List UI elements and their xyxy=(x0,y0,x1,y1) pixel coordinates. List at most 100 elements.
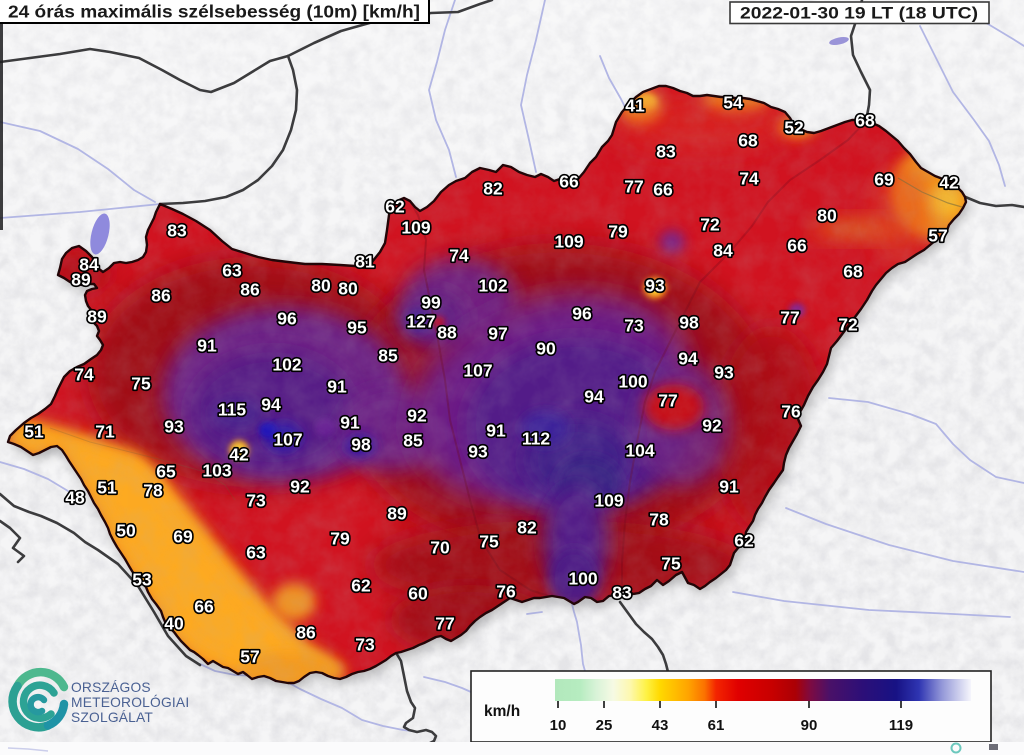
svg-text:62: 62 xyxy=(385,197,405,217)
svg-text:69: 69 xyxy=(173,527,193,547)
svg-text:73: 73 xyxy=(355,635,375,655)
svg-text:75: 75 xyxy=(479,532,499,552)
svg-text:99: 99 xyxy=(421,293,441,313)
svg-text:107: 107 xyxy=(273,430,302,450)
svg-text:63: 63 xyxy=(222,261,242,281)
svg-text:83: 83 xyxy=(612,583,632,603)
svg-text:75: 75 xyxy=(661,554,681,574)
svg-text:109: 109 xyxy=(401,218,430,238)
svg-text:61: 61 xyxy=(708,717,725,734)
svg-text:95: 95 xyxy=(347,318,367,338)
svg-text:41: 41 xyxy=(625,96,645,116)
svg-text:51: 51 xyxy=(97,478,117,498)
svg-text:100: 100 xyxy=(568,569,597,589)
svg-text:82: 82 xyxy=(517,518,537,538)
svg-text:2022-01-30 19 LT (18 UTC): 2022-01-30 19 LT (18 UTC) xyxy=(740,4,978,23)
svg-text:88: 88 xyxy=(437,323,457,343)
svg-text:86: 86 xyxy=(296,623,316,643)
svg-text:92: 92 xyxy=(407,406,427,426)
svg-text:54: 54 xyxy=(723,93,743,113)
svg-text:86: 86 xyxy=(151,286,171,306)
svg-text:89: 89 xyxy=(87,307,107,327)
svg-text:62: 62 xyxy=(734,531,754,551)
svg-text:79: 79 xyxy=(608,222,628,242)
svg-text:79: 79 xyxy=(330,529,350,549)
svg-text:57: 57 xyxy=(240,647,259,667)
svg-text:72: 72 xyxy=(700,215,720,235)
svg-text:77: 77 xyxy=(780,308,799,328)
svg-text:68: 68 xyxy=(843,262,863,282)
svg-text:92: 92 xyxy=(702,416,722,436)
svg-text:62: 62 xyxy=(351,576,371,596)
svg-text:112: 112 xyxy=(522,429,550,449)
svg-text:83: 83 xyxy=(167,221,187,241)
svg-text:100: 100 xyxy=(618,372,647,392)
svg-text:96: 96 xyxy=(277,309,297,329)
svg-text:109: 109 xyxy=(594,491,623,511)
svg-text:71: 71 xyxy=(95,422,115,442)
svg-text:53: 53 xyxy=(132,570,152,590)
svg-text:93: 93 xyxy=(164,417,184,437)
svg-text:89: 89 xyxy=(387,504,407,524)
svg-text:77: 77 xyxy=(624,177,643,197)
svg-text:119: 119 xyxy=(889,717,913,734)
svg-text:63: 63 xyxy=(246,543,266,563)
svg-text:93: 93 xyxy=(714,363,734,383)
svg-text:91: 91 xyxy=(486,421,506,441)
svg-text:km/h: km/h xyxy=(484,703,520,720)
svg-text:80: 80 xyxy=(311,276,331,296)
svg-text:70: 70 xyxy=(430,538,450,558)
svg-text:85: 85 xyxy=(403,431,423,451)
svg-text:10: 10 xyxy=(550,717,567,734)
svg-text:74: 74 xyxy=(74,365,94,385)
svg-text:ORSZÁGOS: ORSZÁGOS xyxy=(71,679,151,695)
svg-text:51: 51 xyxy=(24,422,44,442)
svg-text:65: 65 xyxy=(156,462,176,482)
svg-text:77: 77 xyxy=(658,391,677,411)
svg-text:40: 40 xyxy=(164,614,184,634)
svg-text:107: 107 xyxy=(463,361,492,381)
svg-text:24 órás maximális szélsebesség: 24 órás maximális szélsebesség (10m) [km… xyxy=(8,2,420,22)
svg-text:82: 82 xyxy=(483,179,503,199)
svg-text:52: 52 xyxy=(784,118,804,138)
svg-text:93: 93 xyxy=(645,276,665,296)
svg-text:73: 73 xyxy=(624,316,644,336)
svg-text:66: 66 xyxy=(194,597,214,617)
svg-text:77: 77 xyxy=(435,614,454,634)
svg-text:METEOROLÓGIAI: METEOROLÓGIAI xyxy=(71,694,189,710)
svg-text:90: 90 xyxy=(536,339,556,359)
svg-text:91: 91 xyxy=(340,413,360,433)
svg-text:92: 92 xyxy=(290,477,310,497)
svg-text:75: 75 xyxy=(131,374,151,394)
svg-text:SZOLGÁLAT: SZOLGÁLAT xyxy=(71,709,153,725)
svg-text:42: 42 xyxy=(229,445,249,465)
svg-text:91: 91 xyxy=(327,377,347,397)
svg-text:91: 91 xyxy=(719,477,739,497)
svg-text:98: 98 xyxy=(351,435,371,455)
svg-text:127: 127 xyxy=(406,312,435,332)
svg-text:50: 50 xyxy=(116,521,136,541)
svg-text:66: 66 xyxy=(653,180,673,200)
svg-text:68: 68 xyxy=(738,131,758,151)
svg-text:94: 94 xyxy=(261,395,281,415)
svg-text:96: 96 xyxy=(572,304,592,324)
svg-text:78: 78 xyxy=(649,510,669,530)
svg-text:93: 93 xyxy=(468,442,488,462)
svg-text:86: 86 xyxy=(240,280,260,300)
svg-text:85: 85 xyxy=(378,346,398,366)
svg-text:80: 80 xyxy=(338,279,358,299)
svg-text:115: 115 xyxy=(218,400,246,420)
svg-text:102: 102 xyxy=(272,355,301,375)
svg-text:94: 94 xyxy=(678,349,698,369)
svg-text:98: 98 xyxy=(679,313,699,333)
svg-text:57: 57 xyxy=(928,226,947,246)
svg-text:76: 76 xyxy=(781,402,801,422)
svg-text:81: 81 xyxy=(355,252,375,272)
svg-text:74: 74 xyxy=(739,169,759,189)
svg-text:68: 68 xyxy=(855,111,875,131)
svg-text:90: 90 xyxy=(801,717,818,734)
svg-text:97: 97 xyxy=(488,324,507,344)
svg-text:104: 104 xyxy=(625,441,654,461)
svg-text:48: 48 xyxy=(65,488,85,508)
svg-text:73: 73 xyxy=(246,491,266,511)
